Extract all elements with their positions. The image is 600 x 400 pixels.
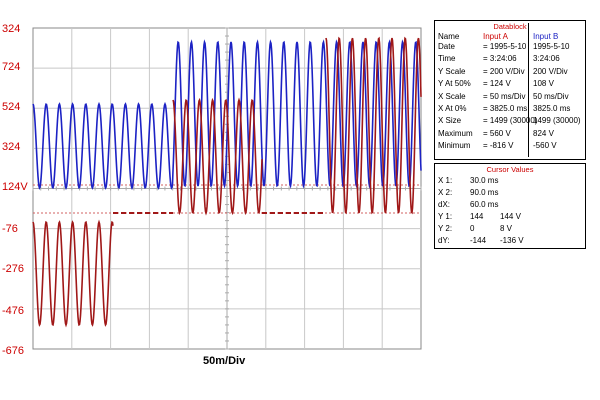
y-axis-label: 724: [2, 61, 20, 73]
datablock-value-a: = 3825.0 ms: [483, 104, 528, 113]
datablock-label: Minimum: [438, 141, 471, 151]
cursor-label: X 1:: [438, 176, 453, 185]
cursor-value-a: 90.0 ms: [470, 188, 499, 197]
datablock-value-a: = 124 V: [483, 79, 511, 89]
datablock-label: X Size: [438, 116, 462, 126]
horizontal-scale-label: 50m/Div: [203, 355, 246, 367]
datablock-value-b: 50 ms/Div: [533, 91, 569, 101]
datablock-label: Y Scale: [438, 66, 466, 76]
datablock-label: Date: [438, 42, 455, 51]
datablock-value-a: = 200 V/Div: [483, 66, 525, 76]
cursor-value-a: -144: [470, 236, 487, 245]
cursor-values-title: Cursor Values: [486, 165, 534, 174]
input-a-header: Input A: [483, 32, 508, 41]
datablock-label: Maximum: [438, 128, 473, 138]
cursor-value-a: 144: [470, 212, 484, 221]
datablock-title: Datablock: [493, 22, 527, 31]
y-axis-label: -476: [2, 305, 24, 317]
datablock-value-b: 824 V: [533, 128, 554, 138]
y-axis-label: -676: [2, 345, 24, 357]
datablock-name-label: Name: [438, 32, 460, 41]
datablock-value-a: = -816 V: [483, 141, 514, 151]
scope-labels: 324 724 524 324 124V -76 -276 -476 -676 50m/Div: [2, 23, 246, 367]
datablock-separator: [528, 23, 529, 157]
cursor-value-a: 30.0 ms: [470, 176, 499, 185]
cursor-label: Y 1:: [438, 212, 453, 221]
datablock-value-b: 108 V: [533, 79, 554, 89]
y-axis-label: -276: [2, 263, 24, 275]
datablock-value-b: 1499 (30000): [533, 116, 581, 126]
y-axis-label: 524: [2, 101, 20, 113]
datablock-value-a: = 1499 (30000): [483, 116, 538, 126]
datablock-panel: Datablock Name Input A Input B Date = 199…: [434, 20, 586, 160]
datablock-value-b: 200 V/Div: [533, 66, 568, 76]
datablock-value-a: = 3:24:06: [483, 54, 517, 64]
cursor-value-a: 0: [470, 224, 475, 233]
datablock-label: X At 0%: [438, 104, 467, 113]
datablock-value-b: 3825.0 ms: [533, 104, 571, 113]
datablock-value-b: 1995-5-10: [533, 42, 570, 51]
cursor-label: X 2:: [438, 188, 453, 197]
datablock-label: Time: [438, 54, 456, 64]
cursor-value-b: 144 V: [500, 212, 521, 221]
y-axis-label: -76: [2, 223, 18, 235]
channel-b-trace: [32, 219, 114, 328]
cursor-value-b: -136 V: [500, 236, 524, 245]
channel-b-trace: [172, 97, 263, 216]
y-axis-label: 124V: [2, 181, 28, 193]
y-axis-label: 324: [2, 141, 20, 153]
cursor-label: dX:: [438, 200, 451, 209]
channel-a-trace: [32, 39, 422, 191]
datablock-value-b: 3:24:06: [533, 54, 560, 64]
datablock-value-a: = 50 ms/Div: [483, 91, 526, 101]
scope-traces: [32, 36, 422, 328]
cursor-value-a: 60.0 ms: [470, 200, 499, 209]
input-b-header: Input B: [533, 32, 559, 41]
y-axis-label: 324: [2, 23, 20, 35]
channel-b-trace: [325, 36, 422, 215]
cursor-values-panel: Cursor Values X 1: 30.0 ms X 2: 90.0 ms dX: 6…: [434, 163, 586, 249]
datablock-label: X Scale: [438, 91, 466, 101]
cursor-value-b: 8 V: [500, 224, 513, 233]
datablock-label: Y At 50%: [438, 79, 471, 89]
datablock-value-a: = 560 V: [483, 128, 511, 138]
datablock-value-a: = 1995-5-10: [483, 42, 527, 51]
cursor-label: Y 2:: [438, 224, 453, 233]
scope-grid: [32, 27, 422, 350]
cursor-label: dY:: [438, 236, 450, 245]
datablock-value-b: -560 V: [533, 141, 557, 151]
